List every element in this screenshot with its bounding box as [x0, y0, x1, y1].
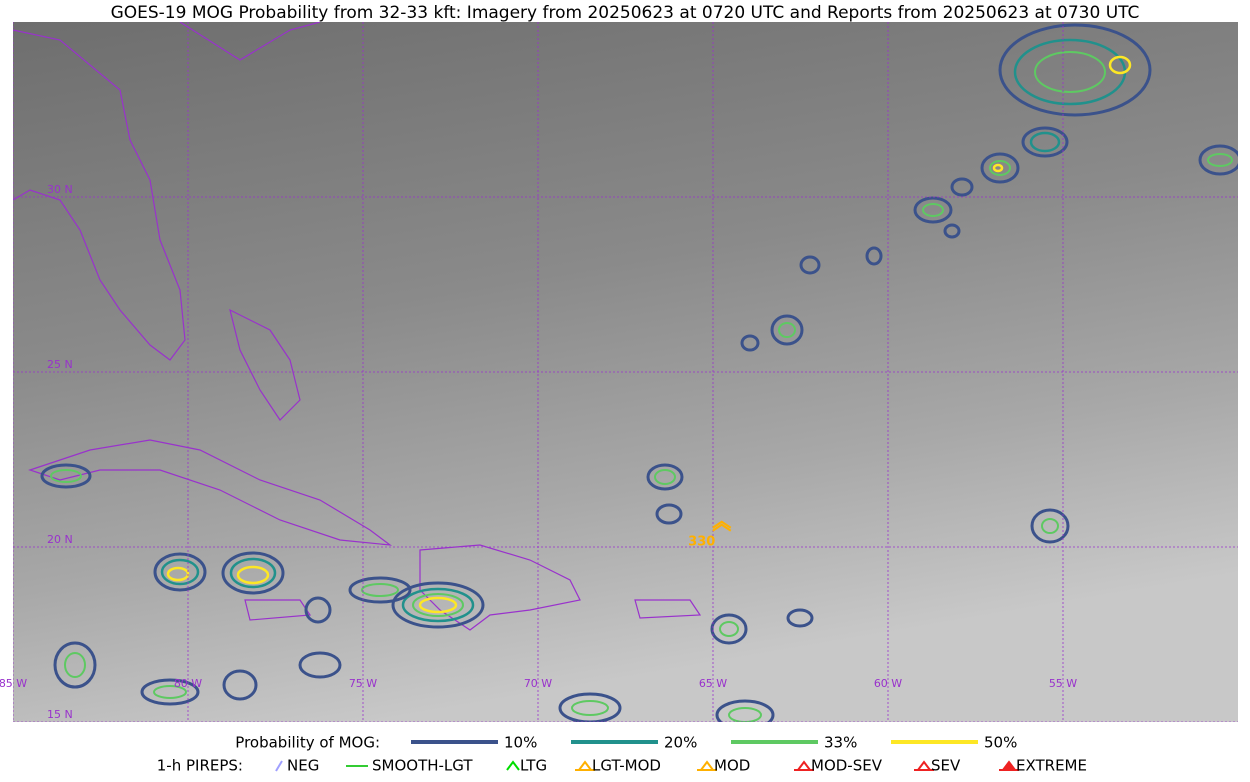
legend-label: EXTREME: [1016, 757, 1087, 775]
lon-label: 80 W: [174, 677, 202, 690]
lon-label: 55 W: [1049, 677, 1077, 690]
legend-label: 33%: [824, 734, 857, 752]
jamaica: [244, 599, 312, 621]
legend-label: SMOOTH-LGT: [372, 757, 473, 775]
legend-icon: [794, 760, 814, 771]
legend-label: MOD-SEV: [811, 757, 883, 775]
legend-label: NEG: [287, 757, 319, 775]
lat-label: 25 N: [47, 358, 73, 371]
lon-label: 75 W: [349, 677, 377, 690]
hispaniola: [419, 544, 581, 631]
lon-label: 60 W: [874, 677, 902, 690]
puerto-rico: [634, 599, 702, 619]
coastlines: [13, 22, 702, 631]
lon-label: 65 W: [699, 677, 727, 690]
legend-icon: [697, 760, 717, 771]
legend-label: 20%: [664, 734, 697, 752]
lat-label: 15 N: [47, 708, 73, 721]
pirep-label: 330: [688, 534, 715, 549]
legend-label: LGT-MOD: [592, 757, 661, 775]
legend-label: SEV: [931, 757, 961, 775]
lat-label: 30 N: [47, 183, 73, 196]
mog-contours: [40, 23, 1238, 722]
coastline: [13, 29, 186, 361]
coastline: [179, 22, 321, 61]
title: GOES-19 MOG Probability from 32-33 kft: …: [111, 3, 1140, 23]
lon-label: 85 W: [0, 677, 27, 690]
pirep-marker: [712, 520, 732, 532]
cuba: [28, 439, 393, 546]
legend-label: 50%: [984, 734, 1017, 752]
legend-icon: [914, 760, 934, 771]
legend-icon: [575, 760, 595, 771]
legend-icon: [999, 760, 1019, 771]
lon-label: 70 W: [524, 677, 552, 690]
legend-icon: [275, 760, 283, 772]
bahamas: [229, 308, 301, 421]
map: [13, 22, 1238, 722]
legend-label: 10%: [504, 734, 537, 752]
legend-icon: [506, 760, 520, 771]
legend-title: Probability of MOG:: [235, 734, 380, 752]
legend-label: MOD: [714, 757, 750, 775]
legend-label: LTG: [520, 757, 547, 775]
legend-title: 1-h PIREPS:: [157, 757, 243, 775]
lat-label: 20 N: [47, 533, 73, 546]
